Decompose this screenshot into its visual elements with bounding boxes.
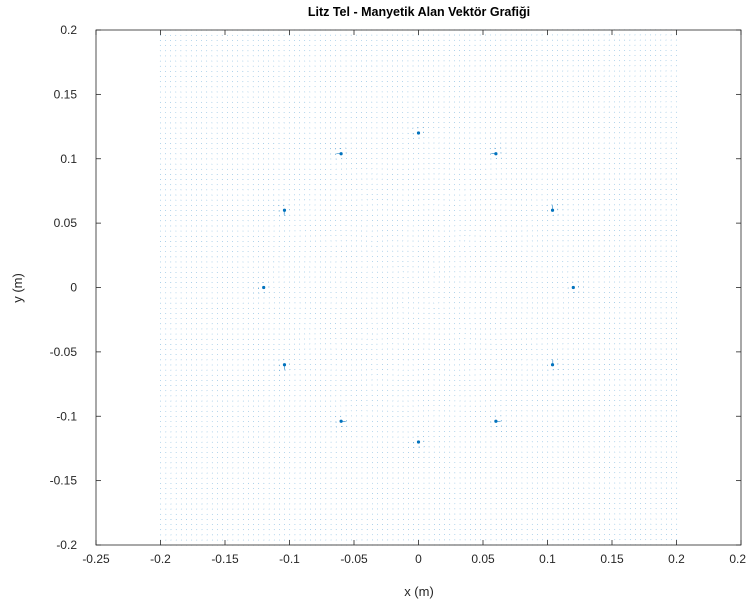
y-tick-label: -0.2 (56, 538, 77, 552)
x-tick-label: -0.25 (82, 552, 110, 566)
wire-marker (550, 363, 555, 367)
x-tick-label: 0 (415, 552, 422, 566)
y-tick-label: -0.05 (50, 345, 78, 359)
x-tick-label: 0.15 (600, 552, 624, 566)
x-tick-label: -0.1 (279, 552, 300, 566)
x-tick-label: 0.2 (668, 552, 685, 566)
y-tick-label: 0.05 (54, 216, 78, 230)
x-tick-label: -0.15 (211, 552, 239, 566)
x-tick-label: 0.25 (729, 552, 746, 566)
wire-marker (494, 419, 498, 423)
wire-marker (416, 440, 421, 444)
wire-marker (262, 285, 266, 290)
wire-marker (339, 419, 343, 423)
wire-marker (339, 152, 343, 156)
wire-marker (550, 208, 555, 212)
wire-marker (282, 208, 287, 212)
wire-marker (571, 285, 575, 290)
chart-title: Litz Tel - Manyetik Alan Vektör Grafiği (308, 5, 530, 19)
wire-marker (494, 152, 498, 156)
x-axis-label: x (m) (404, 584, 434, 599)
y-tick-label: -0.15 (50, 474, 78, 488)
y-tick-label: 0.1 (60, 152, 77, 166)
y-tick-label: 0 (70, 281, 77, 295)
y-tick-label: 0.15 (54, 87, 78, 101)
wire-marker (282, 363, 287, 367)
x-axis-ticks: -0.25 -0.2 -0.15 -0.1 -0.05 0 0.05 0.1 0.15 0.2 0.… (82, 30, 746, 566)
x-tick-label: -0.05 (340, 552, 368, 566)
wire-markers (262, 131, 575, 444)
x-tick-label: -0.2 (150, 552, 171, 566)
x-tick-label: 0.05 (471, 552, 495, 566)
wire-marker (416, 131, 421, 135)
y-tick-label: -0.1 (56, 409, 77, 423)
x-tick-label: 0.1 (539, 552, 556, 566)
y-axis-label: y (m) (10, 273, 25, 303)
y-tick-label: 0.2 (60, 23, 77, 37)
y-axis-ticks: -0.2 -0.15 -0.1 -0.05 0 0.05 0.1 0.15 0.2 (50, 23, 741, 552)
plot-area (95, 29, 742, 546)
